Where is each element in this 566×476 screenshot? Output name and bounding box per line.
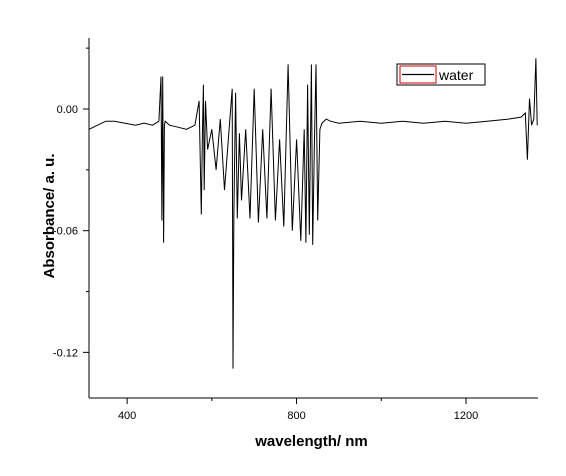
y-tick-label: -0.12 (53, 347, 78, 359)
x-tick-label: 400 (118, 410, 136, 422)
y-axis-title: Absorbance/ a. u. (41, 153, 58, 278)
series-line-water (88, 58, 538, 369)
x-tick-label: 800 (287, 410, 305, 422)
legend-box (396, 63, 486, 86)
axes (88, 38, 538, 399)
x-axis-title: wavelength/ nm (254, 433, 368, 450)
x-tick-label: 1200 (454, 410, 478, 422)
y-tick-label: 0.00 (57, 104, 78, 116)
series (88, 58, 538, 369)
legend-label: water (438, 67, 474, 83)
legend: water (396, 63, 486, 86)
legend-swatch-frame (399, 65, 437, 84)
y-tick-label: -0.06 (53, 226, 78, 238)
ticks: 400 800 1200 0.00 -0.06 -0.12 (53, 47, 478, 422)
